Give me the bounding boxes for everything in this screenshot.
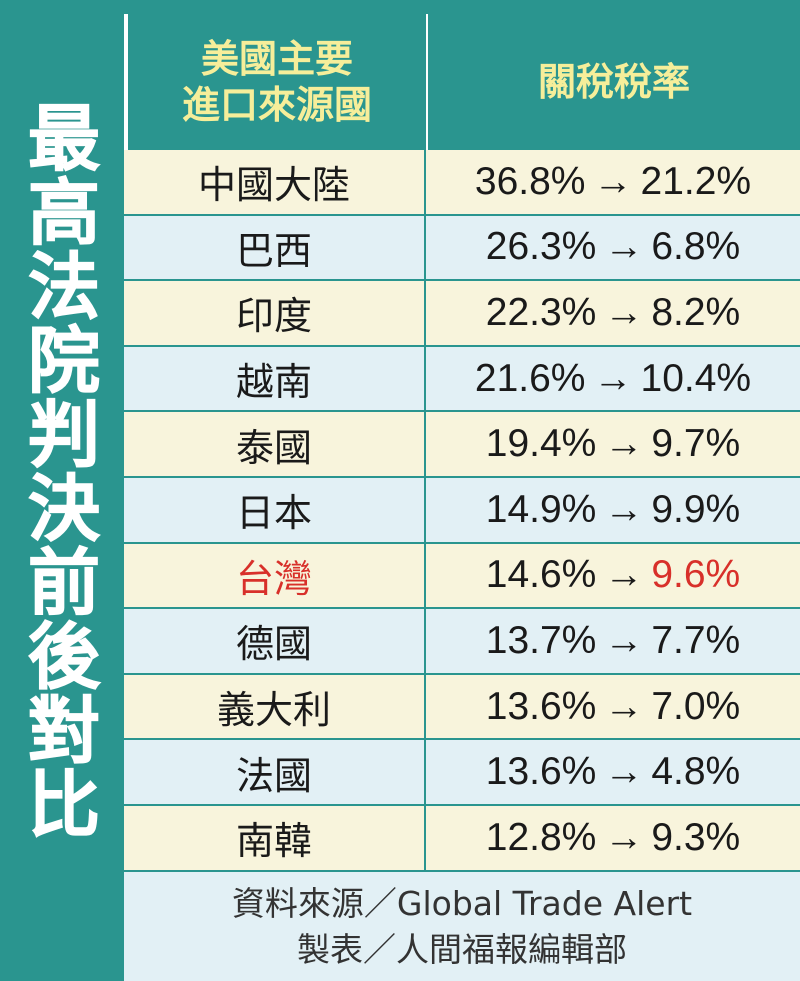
country-cell: 泰國 [124,412,426,476]
country-cell: 法國 [124,740,426,804]
rate-after: 7.0% [651,684,741,728]
rate-before: 14.9% [485,487,597,531]
table-row: 印度 22.3% → 8.2% [124,281,800,347]
arrow-icon: → [604,553,644,597]
country-cell: 越南 [124,346,426,411]
vertical-title: 最 高 法 院 判 決 前 後 對 比 [14,102,114,922]
title-char: 最 [27,97,100,181]
rate-after: 10.4% [640,356,752,400]
source-note: 資料來源／Global Trade Alert [231,883,693,923]
title-char: 院 [27,319,100,403]
rate-before: 22.3% [485,290,597,334]
rate-cell: 22.3% → 8.2% [426,281,800,345]
rate-before: 12.8% [485,815,597,859]
rate-before: 13.6% [485,684,597,728]
arrow-icon: → [593,159,633,203]
tariff-table: 美國主要 進口來源國 關稅稅率 中國大陸 36.8% → 21.2% 巴西 26.3% → 6… [124,14,800,981]
country-cell: 南韓 [124,805,426,870]
arrow-icon: → [604,487,644,531]
header-rate-column: 關稅稅率 [426,14,800,150]
table-row: 泰國 19.4% → 9.7% [124,412,800,478]
arrow-icon: → [604,750,644,794]
table-row: 台灣 14.6% → 9.6% [124,543,800,610]
rate-before: 19.4% [485,422,597,466]
rate-after: 9.6% [651,553,741,597]
title-char: 法 [27,245,100,329]
table-row: 南韓 12.8% → 9.3% [124,805,800,872]
rate-after: 6.8% [651,225,741,269]
rate-cell: 13.6% → 7.0% [426,675,800,739]
arrow-icon: → [604,290,644,334]
rate-cell: 14.6% → 9.6% [426,544,800,608]
country-cell: 印度 [124,281,426,345]
country-cell: 義大利 [124,674,426,739]
table-row: 巴西 26.3% → 6.8% [124,215,800,282]
rate-cell: 19.4% → 9.7% [426,412,800,476]
arrow-icon: → [604,618,644,662]
country-cell: 台灣 [124,543,426,608]
table-row: 法國 13.6% → 4.8% [124,740,800,806]
header-rate-label: 關稅稅率 [537,60,690,104]
header-country-column: 美國主要 進口來源國 [124,14,426,150]
title-char: 前 [27,541,100,625]
credit-note: 製表／人間福報編輯部 [297,929,627,969]
title-char: 決 [27,467,100,551]
rate-cell: 13.6% → 4.8% [426,740,800,804]
rate-before: 13.7% [485,618,597,662]
table-row: 德國 13.7% → 7.7% [124,609,800,675]
table-row: 義大利 13.6% → 7.0% [124,674,800,741]
rate-cell: 26.3% → 6.8% [426,216,800,280]
country-cell: 日本 [124,477,426,542]
rate-cell: 13.7% → 7.7% [426,609,800,673]
table-row: 中國大陸 36.8% → 21.2% [124,150,800,216]
arrow-icon: → [593,356,633,400]
header-country-line2: 進口來源國 [181,83,372,127]
arrow-icon: → [604,225,644,269]
header-country-line1: 美國主要 [200,37,353,81]
country-cell: 中國大陸 [124,150,426,214]
table-header: 美國主要 進口來源國 關稅稅率 [124,14,800,150]
rate-after: 4.8% [651,750,741,794]
rate-before: 36.8% [474,159,586,203]
rate-before: 14.6% [485,553,597,597]
rate-after: 9.7% [651,422,741,466]
country-cell: 巴西 [124,215,426,280]
table-footer: 資料來源／Global Trade Alert 製表／人間福報編輯部 [124,872,800,981]
rate-cell: 14.9% → 9.9% [426,478,800,542]
rate-after: 9.3% [651,815,741,859]
table-row: 日本 14.9% → 9.9% [124,477,800,544]
title-char: 比 [27,763,100,847]
country-cell: 德國 [124,609,426,673]
arrow-icon: → [604,422,644,466]
rate-cell: 21.6% → 10.4% [426,347,800,411]
rate-after: 9.9% [651,487,741,531]
rate-after: 8.2% [651,290,741,334]
title-char: 對 [27,689,100,773]
rate-before: 26.3% [485,225,597,269]
rate-cell: 12.8% → 9.3% [426,806,800,870]
rate-cell: 36.8% → 21.2% [426,150,800,214]
table-body: 中國大陸 36.8% → 21.2% 巴西 26.3% → 6.8% 印度 22.3% → 8.2% 越… [124,150,800,872]
arrow-icon: → [604,815,644,859]
arrow-icon: → [604,684,644,728]
rate-before: 13.6% [485,750,597,794]
rate-after: 7.7% [651,618,741,662]
title-char: 判 [27,393,100,477]
rate-after: 21.2% [640,159,752,203]
rate-before: 21.6% [474,356,586,400]
title-char: 高 [27,171,100,255]
table-row: 越南 21.6% → 10.4% [124,346,800,413]
title-char: 後 [27,615,100,699]
